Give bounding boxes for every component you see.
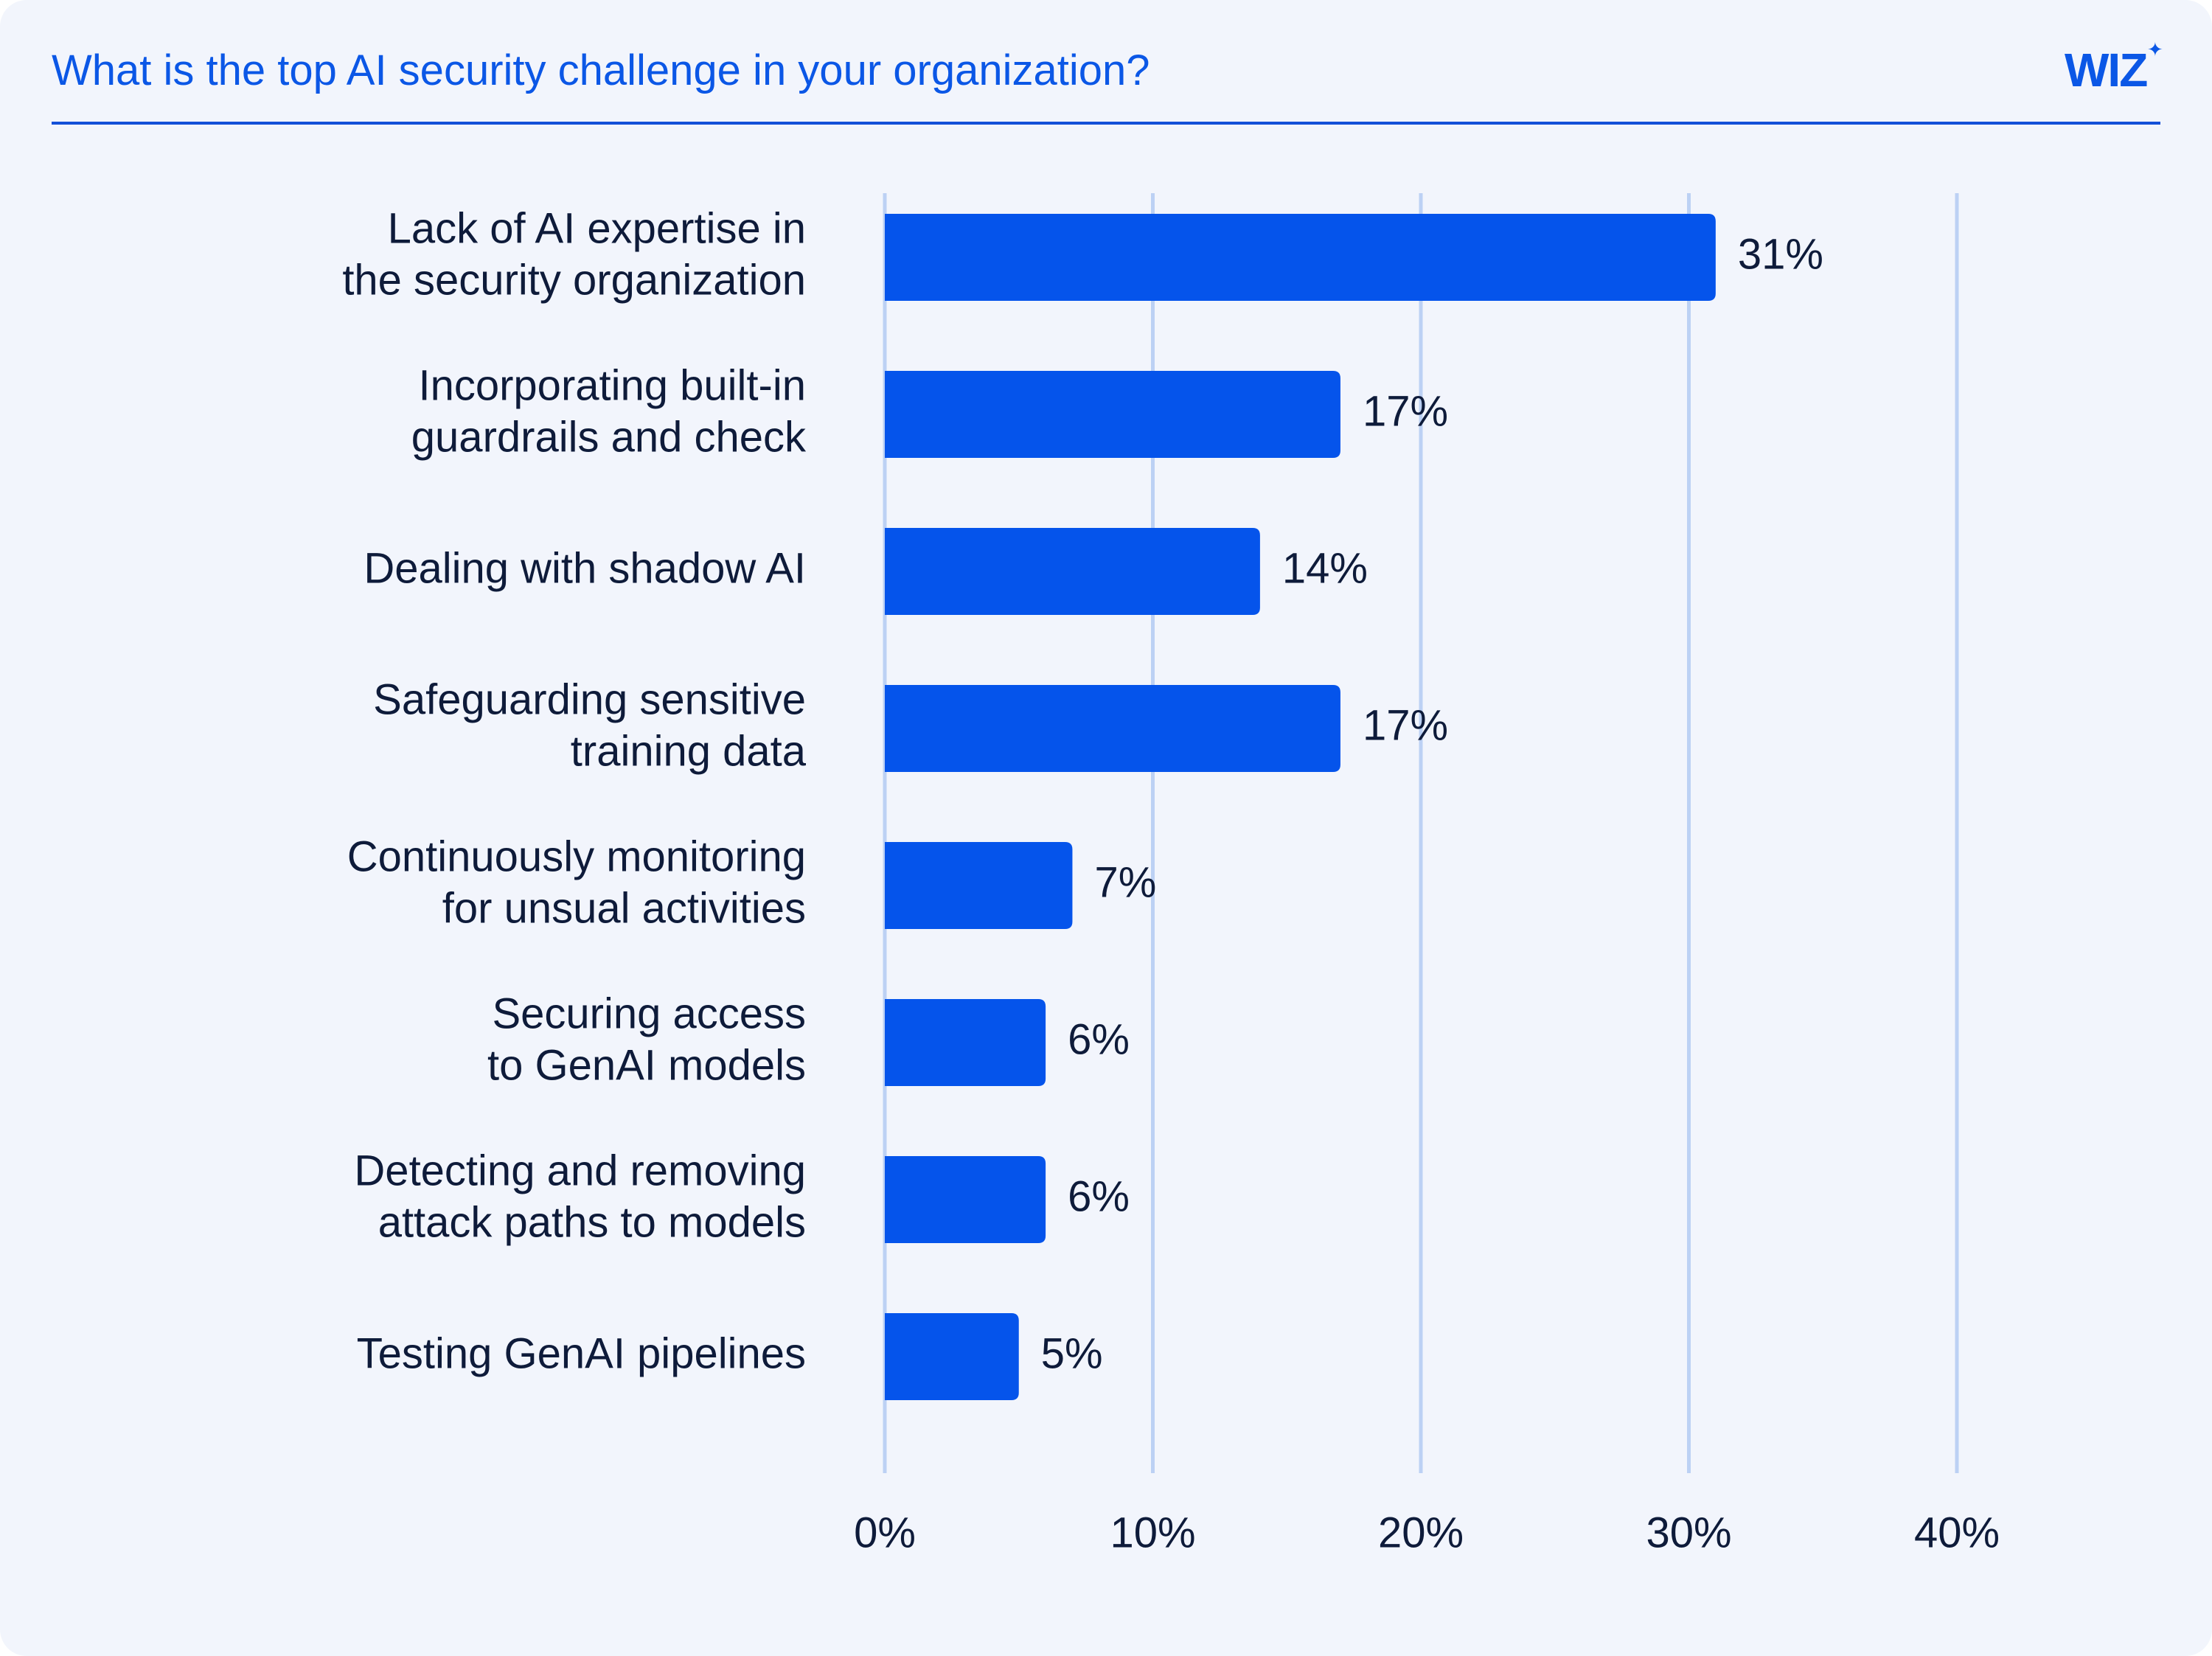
category-label: Incorporating built-in [418,361,806,409]
bar [885,528,1260,615]
category-label: Testing GenAI pipelines [357,1329,806,1377]
x-tick-label: 20% [1378,1509,1464,1556]
bar [885,999,1046,1086]
bar [885,685,1340,772]
x-tick-label: 10% [1110,1509,1195,1556]
bar-value-label: 31% [1738,230,1823,278]
category-label: training data [571,727,807,775]
category-label: Detecting and removing [354,1147,806,1194]
bar-value-label: 6% [1068,1172,1130,1220]
bar-value-label: 5% [1041,1329,1103,1377]
sparkle-icon: ✦ [2147,38,2163,60]
bar [885,1313,1019,1400]
category-label: Continuously monitoring [347,832,806,880]
category-label: Safeguarding sensitive [373,675,806,723]
bar [885,1156,1046,1243]
category-label: for unsual activities [442,884,806,932]
bar-value-label: 17% [1363,701,1448,749]
bar-value-label: 14% [1282,544,1368,592]
bar-value-label: 17% [1363,387,1448,435]
category-label: Lack of AI expertise in [388,204,806,252]
category-label: Securing access [492,989,806,1037]
x-tick-label: 40% [1914,1509,2000,1556]
bar [885,371,1340,458]
x-tick-label: 30% [1646,1509,1731,1556]
bar-value-label: 6% [1068,1015,1130,1063]
x-tick-label: 0% [854,1509,916,1556]
category-label: attack paths to models [378,1198,806,1246]
bar-value-label: 7% [1094,858,1156,906]
chart-title: What is the top AI security challenge in… [52,46,1150,94]
category-label: to GenAI models [487,1041,806,1089]
wiz-logo: WIZ [2065,44,2148,97]
bar [885,214,1716,301]
bar [885,842,1073,929]
category-label: the security organization [342,256,806,304]
category-label: guardrails and check [411,413,807,461]
title-divider [52,122,2160,125]
category-label: Dealing with shadow AI [364,544,806,592]
